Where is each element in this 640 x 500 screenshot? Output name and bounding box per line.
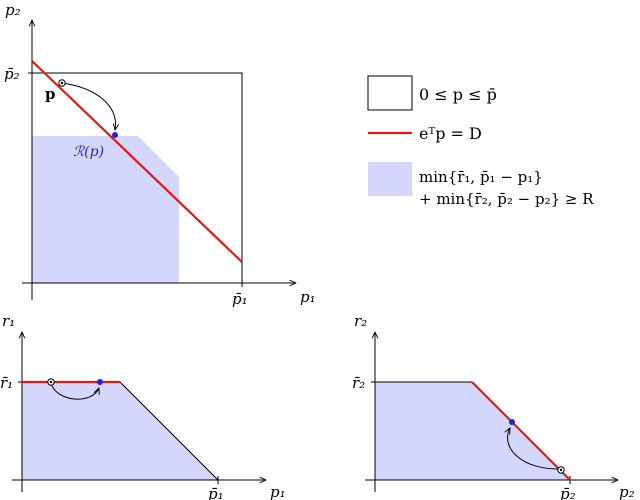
br-x-axis-label: p₂: [619, 483, 635, 500]
legend-box-label: 0 ≤ p ≤ p̄: [419, 85, 497, 104]
top-y-axis-label: p₂: [5, 1, 21, 19]
br-y-axis-label: r₂: [354, 312, 367, 330]
top-plot: p₂ p₁ p̄₂ p̄₁ p ℛ(p): [4, 1, 316, 308]
bl-point-projection: [97, 379, 103, 385]
top-x-tick-label: p̄₁: [232, 290, 248, 308]
legend: 0 ≤ p ≤ p̄ eᵀp = D min{r̄₁, p̄₁ − p₁} + …: [367, 75, 594, 208]
br-red-segment: [471, 381, 571, 481]
bl-slope-edge: [119, 381, 219, 481]
top-point-p-inner: [60, 81, 64, 85]
bl-arrow: [50, 382, 99, 400]
legend-region-label-2: + min{r̄₂, p̄₂ − p₂} ≥ R: [419, 190, 594, 208]
bottom-left-plot: r₁ p₁ r̄₁ p̄₁: [0, 312, 286, 500]
top-x-axis-label: p₁: [300, 288, 316, 306]
top-projection-label: ℛ(p): [73, 144, 104, 160]
legend-line-label: eᵀp = D: [419, 124, 482, 143]
br-arrow: [508, 428, 562, 470]
top-feasible-region: [32, 136, 179, 283]
bl-x-tick-label: p̄₁: [208, 485, 224, 500]
top-point-label: p: [45, 85, 56, 103]
top-y-tick-label: p̄₂: [4, 65, 20, 83]
bl-y-axis-label: r₁: [2, 312, 15, 330]
bottom-right-plot: r₂ p₂ r̄₂ p̄₂: [352, 312, 635, 500]
bl-y-tick-label: r̄₁: [0, 374, 13, 392]
top-point-projection: [112, 132, 118, 138]
legend-box-swatch: [367, 75, 413, 111]
legend-region-label-1: min{r̄₁, p̄₁ − p₁}: [419, 168, 543, 186]
br-point-projection: [509, 419, 515, 425]
top-red-line: [31, 60, 243, 263]
br-region: [375, 382, 570, 480]
bl-point-p-inner: [49, 380, 53, 384]
br-point-p-inner: [559, 468, 563, 472]
bl-region: [22, 382, 218, 480]
top-projection-arrow: [61, 82, 115, 130]
br-x-tick-label: p̄₂: [560, 485, 576, 500]
bl-x-axis-label: p₁: [270, 483, 286, 500]
br-y-tick-label: r̄₂: [352, 374, 365, 392]
legend-region-swatch: [368, 162, 412, 196]
